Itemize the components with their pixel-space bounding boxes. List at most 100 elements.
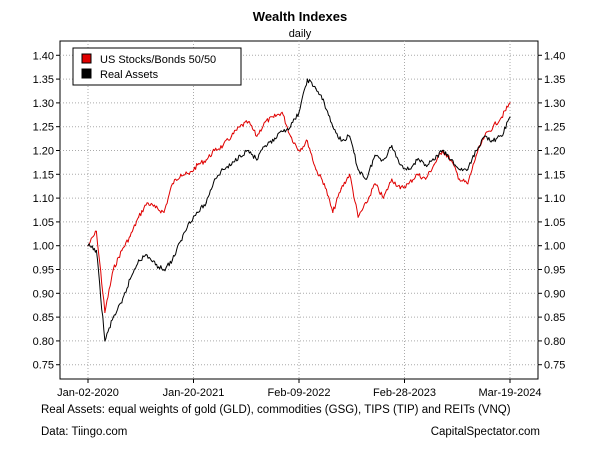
data-point-stocks-bonds [374, 183, 376, 185]
chart-subtitle: daily [289, 28, 312, 40]
data-point-real-assets [475, 149, 477, 152]
data-point-real-assets [129, 278, 131, 280]
data-point-real-assets [323, 102, 325, 104]
data-point-real-assets [484, 135, 486, 137]
data-point-real-assets [121, 302, 123, 304]
data-point-real-assets [222, 168, 224, 171]
data-point-real-assets [425, 164, 427, 166]
data-point-real-assets [197, 211, 199, 213]
data-point-stocks-bonds [112, 268, 114, 271]
legend-label-stocks-bonds: US Stocks/Bonds 50/50 [100, 54, 216, 66]
footnote-data-source: Data: Tiingo.com [41, 426, 128, 438]
data-point-real-assets [112, 316, 114, 318]
y-tick-label-left: 1.25 [33, 122, 54, 134]
y-tick-label-right: 1.15 [544, 169, 565, 181]
data-point-real-assets [281, 130, 283, 133]
y-tick-label-right: 0.95 [544, 265, 565, 277]
data-point-real-assets [214, 178, 216, 180]
y-tick-label-left: 1.10 [33, 193, 54, 205]
data-point-stocks-bonds [197, 164, 199, 166]
footnote-real-assets: Real Assets: equal weights of gold (GLD)… [41, 404, 511, 416]
data-point-real-assets [399, 164, 401, 166]
data-point-stocks-bonds [138, 216, 140, 218]
data-point-real-assets [146, 254, 148, 256]
footnote-site: CapitalSpectator.com [430, 426, 540, 438]
data-point-real-assets [450, 159, 452, 161]
data-point-real-assets [509, 116, 511, 118]
data-point-real-assets [433, 159, 435, 161]
data-point-real-assets [408, 168, 410, 171]
data-point-real-assets [349, 135, 351, 137]
data-point-stocks-bonds [188, 173, 190, 175]
data-point-real-assets [256, 159, 258, 161]
data-point-real-assets [138, 259, 140, 261]
data-point-stocks-bonds [315, 168, 317, 171]
data-point-stocks-bonds [264, 121, 266, 123]
data-point-stocks-bonds [298, 149, 300, 152]
data-point-real-assets [501, 135, 503, 137]
y-tick-label-left: 0.85 [33, 312, 54, 324]
y-tick-label-right: 1.00 [544, 241, 565, 253]
data-point-stocks-bonds [399, 188, 401, 190]
data-point-real-assets [332, 126, 334, 128]
data-point-stocks-bonds [349, 173, 351, 175]
chart-title: Wealth Indexes [253, 9, 347, 24]
y-tick-label-right: 0.75 [544, 360, 565, 372]
data-point-stocks-bonds [340, 188, 342, 190]
grid [60, 41, 538, 379]
data-point-real-assets [171, 259, 173, 261]
data-point-stocks-bonds [163, 211, 165, 213]
data-point-stocks-bonds [222, 145, 224, 147]
wealth-indexes-chart: Wealth Indexes daily 0.75 0.75 0.80 0.80 0.8… [33, 9, 566, 399]
x-tick-label: Feb-28-2023 [373, 387, 436, 399]
y-tick-label-left: 1.20 [33, 145, 54, 157]
data-point-real-assets [365, 178, 368, 180]
data-point-real-assets [95, 249, 97, 252]
data-point-stocks-bonds [273, 116, 275, 118]
data-point-stocks-bonds [306, 140, 308, 142]
legend-swatch-stocks-bonds [81, 53, 92, 64]
data-point-stocks-bonds [382, 197, 384, 199]
y-tick-label-left: 0.95 [33, 265, 54, 277]
y-tick-label-right: 0.80 [544, 336, 565, 348]
data-point-stocks-bonds [146, 202, 148, 204]
data-point-stocks-bonds [121, 249, 123, 252]
data-point-stocks-bonds [281, 111, 283, 113]
data-point-stocks-bonds [475, 154, 477, 156]
data-point-stocks-bonds [214, 149, 216, 152]
data-point-real-assets [357, 168, 359, 171]
y-tick-label-left: 1.40 [33, 50, 54, 62]
data-point-real-assets [416, 159, 418, 161]
data-point-stocks-bonds [416, 173, 418, 175]
y-tick-label-left: 1.35 [33, 74, 54, 86]
data-point-real-assets [458, 168, 460, 171]
data-point-real-assets [391, 145, 393, 147]
data-point-real-assets [104, 340, 106, 342]
axis-ticks: 0.75 0.75 0.80 0.80 0.85 0.85 0.90 0.90 0.95 0.95… [33, 50, 566, 399]
data-point-real-assets [180, 240, 182, 242]
y-tick-label-right: 1.30 [544, 98, 565, 110]
data-point-stocks-bonds [467, 183, 469, 185]
data-point-stocks-bonds [247, 121, 249, 123]
y-tick-label-left: 1.15 [33, 169, 54, 181]
y-tick-label-right: 1.10 [544, 193, 565, 205]
legend: US Stocks/Bonds 50/50 Real Assets [72, 47, 242, 86]
data-point-real-assets [273, 140, 275, 142]
y-tick-label-left: 1.00 [33, 241, 54, 253]
y-tick-label-right: 1.40 [544, 50, 565, 62]
data-point-real-assets [382, 159, 384, 161]
data-point-real-assets [467, 168, 469, 171]
y-tick-label-left: 1.30 [33, 98, 54, 110]
data-point-stocks-bonds [323, 183, 325, 185]
y-tick-label-right: 0.90 [544, 288, 565, 300]
data-point-real-assets [306, 78, 308, 80]
data-point-stocks-bonds [205, 159, 207, 161]
data-point-stocks-bonds [129, 235, 131, 237]
data-point-stocks-bonds [256, 135, 258, 137]
data-point-stocks-bonds [357, 216, 359, 218]
data-point-stocks-bonds [492, 126, 494, 128]
data-point-stocks-bonds [501, 116, 503, 118]
data-point-real-assets [188, 221, 190, 223]
y-tick-label-left: 1.05 [33, 217, 54, 229]
data-point-stocks-bonds [458, 178, 460, 180]
